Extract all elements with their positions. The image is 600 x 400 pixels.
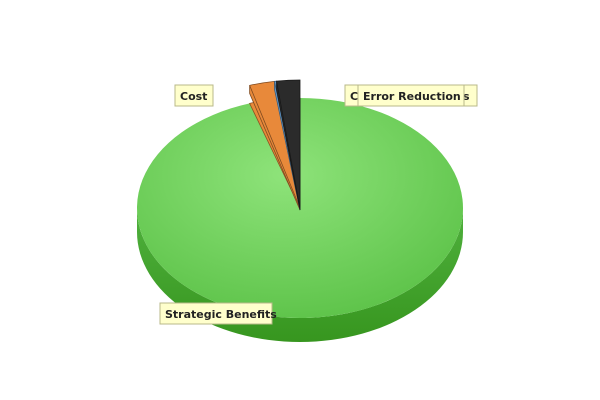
slice-label-text: Cost bbox=[180, 90, 207, 103]
slice-label-text: Error Reduction bbox=[363, 90, 461, 103]
slice-label-text: C bbox=[350, 90, 358, 103]
label-layer: s Strategic Benefits Cost C Error Reduction bbox=[159, 84, 478, 325]
slice-label-3: Error Reduction bbox=[357, 84, 465, 107]
slice-label-box bbox=[357, 84, 465, 107]
slice-label-text: Strategic Benefits bbox=[165, 308, 277, 321]
overlap-suffix-text: s bbox=[463, 90, 470, 103]
slice-label-0: Strategic Benefits bbox=[159, 302, 277, 325]
slice-label-box bbox=[159, 302, 273, 325]
slice-label-box bbox=[174, 84, 214, 107]
slice-label-1: Cost bbox=[174, 84, 214, 107]
pie-slice-raised-3 bbox=[276, 79, 301, 211]
